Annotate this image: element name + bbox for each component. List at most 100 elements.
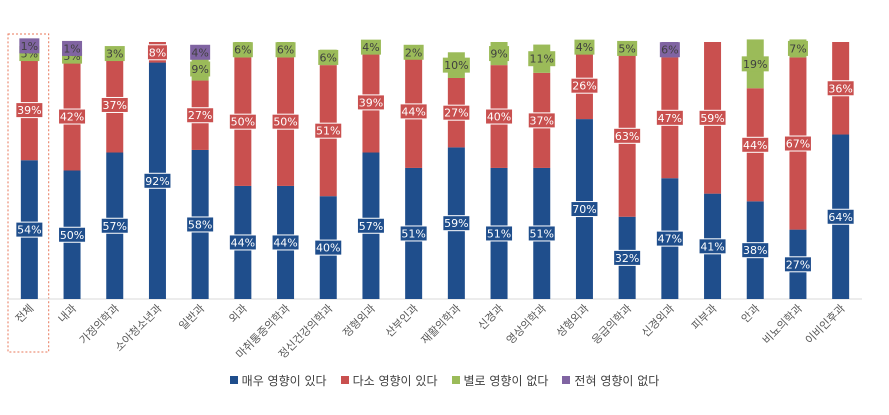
data-label-2-13: 37% bbox=[530, 114, 554, 127]
data-label-box-1-14 bbox=[570, 201, 599, 218]
data-label-box-3-18 bbox=[741, 56, 769, 72]
data-label-3-7: 6% bbox=[277, 44, 294, 57]
data-label-box-2-3 bbox=[100, 96, 129, 113]
data-label-4-5: 4% bbox=[191, 46, 208, 59]
data-label-3-8: 6% bbox=[320, 51, 337, 64]
category-label-18: 안과 bbox=[739, 302, 763, 326]
data-label-3-10: 2% bbox=[405, 46, 422, 59]
data-label-box-1-2 bbox=[58, 226, 87, 243]
data-label-2-11: 27% bbox=[444, 107, 468, 120]
legend-swatch-2 bbox=[340, 376, 349, 384]
data-label-2-19: 67% bbox=[786, 138, 810, 151]
legend-label-1: 매우 영향이 있다 bbox=[241, 373, 327, 388]
legend-item-2: 다소 영향이 있다 bbox=[340, 372, 438, 389]
data-label-3-13: 11% bbox=[530, 53, 554, 66]
data-label-box-2-20 bbox=[826, 80, 855, 97]
data-label-1-8: 40% bbox=[316, 242, 340, 255]
data-label-3-14: 4% bbox=[576, 41, 593, 54]
category-label-16: 신경외과 bbox=[639, 302, 677, 340]
data-label-3-12: 9% bbox=[490, 48, 507, 61]
category-label-5: 일반과 bbox=[176, 301, 207, 332]
data-label-box-1-18 bbox=[741, 242, 770, 259]
data-label-box-2-6 bbox=[228, 113, 257, 130]
data-label-box-2-4 bbox=[146, 44, 168, 61]
data-label-box-1-1 bbox=[15, 221, 44, 238]
category-label-15: 응급의학과 bbox=[589, 302, 634, 347]
data-label-box-3-19 bbox=[787, 40, 808, 56]
legend-label-2: 다소 영향이 있다 bbox=[352, 373, 438, 388]
highlight-box-total bbox=[7, 33, 50, 353]
category-label-10: 산부인과 bbox=[383, 302, 421, 340]
data-label-3-18: 19% bbox=[743, 58, 767, 71]
data-label-2-7: 50% bbox=[273, 116, 297, 129]
data-label-1-17: 41% bbox=[700, 240, 724, 253]
data-label-box-3-9 bbox=[360, 39, 381, 55]
data-label-3-15: 5% bbox=[618, 42, 635, 55]
data-label-box-3-13 bbox=[528, 51, 556, 67]
data-label-2-20: 36% bbox=[828, 82, 852, 95]
legend-swatch-3 bbox=[451, 376, 460, 384]
data-label-box-1-4 bbox=[143, 172, 172, 189]
data-label-box-3-7 bbox=[275, 42, 296, 58]
legend-label-4: 전혀 영향이 없다 bbox=[574, 373, 660, 388]
data-label-2-4: 8% bbox=[149, 46, 166, 59]
data-label-box-1-19 bbox=[783, 256, 812, 273]
category-label-11: 재활의학과 bbox=[418, 301, 464, 347]
chart-legend: 매우 영향이 있다 다소 영향이 있다 별로 영향이 없다 전혀 영향이 없다 bbox=[0, 370, 889, 390]
data-label-2-14: 26% bbox=[572, 80, 596, 93]
category-label-12: 신경과 bbox=[476, 302, 507, 333]
category-label-19: 비뇨의학과 bbox=[760, 302, 805, 347]
data-label-box-2-16 bbox=[655, 109, 684, 126]
data-label-box-2-11 bbox=[442, 104, 471, 121]
data-label-box-1-13 bbox=[527, 225, 556, 242]
data-label-1-10: 51% bbox=[401, 227, 425, 240]
category-label-13: 영상의학과 bbox=[504, 302, 549, 347]
data-label-2-5: 27% bbox=[188, 109, 212, 122]
data-label-box-4-2 bbox=[62, 40, 83, 56]
data-label-box-2-7 bbox=[271, 113, 300, 130]
data-label-2-16: 47% bbox=[658, 112, 682, 125]
data-label-box-4-5 bbox=[190, 44, 211, 60]
data-label-box-3-15 bbox=[617, 40, 638, 56]
data-label-4-1: 1% bbox=[21, 40, 38, 53]
data-label-box-1-8 bbox=[314, 239, 343, 256]
data-label-box-2-12 bbox=[485, 108, 514, 125]
data-label-3-5: 9% bbox=[191, 63, 208, 76]
data-label-box-1-5 bbox=[186, 216, 215, 233]
data-label-box-3-3 bbox=[104, 46, 125, 62]
data-label-box-3-6 bbox=[232, 42, 253, 58]
legend-item-1: 매우 영향이 있다 bbox=[229, 372, 327, 389]
data-label-1-9: 57% bbox=[359, 220, 383, 233]
legend-swatch-1 bbox=[229, 376, 238, 384]
data-label-box-2-2 bbox=[58, 108, 87, 125]
data-label-1-6: 44% bbox=[231, 236, 255, 249]
data-label-box-2-15 bbox=[613, 127, 642, 144]
data-label-box-2-14 bbox=[570, 77, 599, 94]
data-label-1-15: 32% bbox=[615, 252, 639, 265]
data-label-box-2-18 bbox=[741, 136, 770, 153]
data-label-box-3-12 bbox=[489, 46, 510, 62]
data-label-box-2-17 bbox=[698, 109, 727, 126]
data-label-box-1-17 bbox=[698, 238, 727, 255]
data-label-box-1-3 bbox=[100, 217, 129, 234]
data-label-box-1-20 bbox=[826, 208, 855, 225]
data-label-1-16: 47% bbox=[658, 233, 682, 246]
data-label-1-18: 38% bbox=[743, 244, 767, 257]
legend-swatch-4 bbox=[562, 376, 571, 384]
legend-label-3: 별로 영향이 없다 bbox=[463, 373, 549, 388]
data-label-1-2: 50% bbox=[60, 229, 84, 242]
data-label-box-3-5 bbox=[190, 61, 211, 77]
data-label-1-14: 70% bbox=[572, 203, 596, 216]
data-label-1-20: 64% bbox=[828, 211, 852, 224]
category-label-14: 성형외과 bbox=[554, 302, 592, 340]
data-label-1-13: 51% bbox=[530, 227, 554, 240]
category-label-20: 이비인후과 bbox=[803, 302, 848, 347]
data-label-box-3-14 bbox=[574, 39, 595, 55]
data-label-1-12: 51% bbox=[487, 227, 511, 240]
data-label-2-9: 39% bbox=[359, 96, 383, 109]
data-label-4-2: 1% bbox=[63, 42, 80, 55]
data-label-3-11: 10% bbox=[444, 59, 468, 72]
data-label-2-15: 63% bbox=[615, 130, 639, 143]
data-label-2-17: 59% bbox=[700, 112, 724, 125]
